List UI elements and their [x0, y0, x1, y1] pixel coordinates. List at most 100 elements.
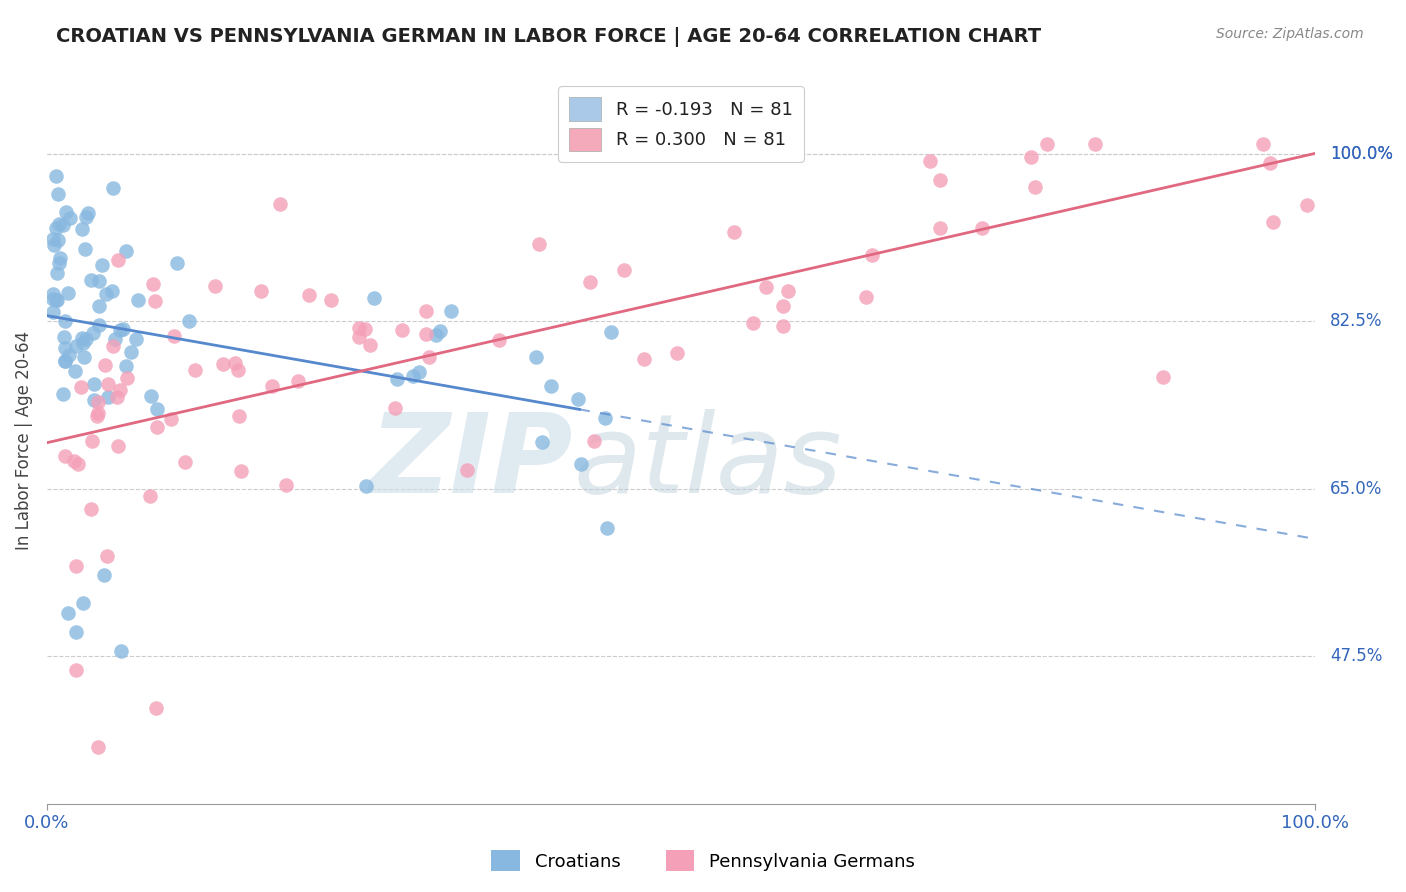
Point [87, 274, 110, 288]
Point [163, 328, 186, 343]
Point [58, 606, 80, 620]
Point [359, 338, 381, 352]
Point [127, 293, 149, 307]
Point [115, 244, 138, 258]
Point [456, 463, 478, 477]
Point [107, 253, 129, 268]
Point [83, 377, 105, 392]
Point [70, 380, 93, 394]
Point [929, 221, 952, 235]
Point [269, 196, 291, 211]
Point [145, 701, 167, 715]
Point [42, 287, 65, 301]
Point [755, 280, 778, 294]
Point [384, 401, 406, 415]
Point [599, 325, 621, 339]
Point [391, 323, 413, 337]
Point [124, 332, 146, 346]
Point [408, 365, 430, 379]
Point [146, 401, 169, 416]
Point [77, 206, 100, 220]
Point [177, 314, 200, 328]
Point [142, 277, 165, 292]
Text: atlas: atlas [574, 409, 842, 516]
Point [540, 379, 562, 393]
Point [48, 217, 70, 231]
Point [415, 304, 437, 318]
Point [918, 154, 941, 169]
Point [86, 409, 108, 423]
Text: 100.0%: 100.0% [1330, 145, 1393, 163]
Point [970, 220, 993, 235]
Point [70, 331, 93, 345]
Point [44, 221, 66, 235]
Point [440, 304, 463, 318]
Point [62, 454, 84, 468]
Point [356, 479, 378, 493]
Point [53, 354, 76, 368]
Point [52, 387, 75, 401]
Legend: Croatians, Pennsylvania Germans: Croatians, Pennsylvania Germans [484, 843, 922, 879]
Point [613, 262, 636, 277]
Point [1152, 369, 1174, 384]
Point [80, 434, 103, 449]
Point [1251, 137, 1274, 152]
Point [65, 558, 87, 573]
Point [107, 439, 129, 453]
Point [70, 222, 93, 236]
Point [115, 371, 138, 385]
Legend: R = -0.193   N = 81, R = 0.300   N = 81: R = -0.193 N = 81, R = 0.300 N = 81 [558, 87, 804, 161]
Point [46, 266, 69, 280]
Point [262, 379, 284, 393]
Point [274, 478, 297, 492]
Point [287, 374, 309, 388]
Point [65, 364, 87, 378]
Point [174, 455, 197, 469]
Point [524, 350, 547, 364]
Point [596, 521, 619, 535]
Point [347, 321, 370, 335]
Point [48, 256, 70, 270]
Point [45, 169, 67, 183]
Point [53, 330, 76, 344]
Point [104, 332, 127, 346]
Point [855, 290, 877, 304]
Point [321, 293, 343, 307]
Point [46, 293, 69, 307]
Point [418, 350, 440, 364]
Y-axis label: In Labor Force | Age 20-64: In Labor Force | Age 20-64 [15, 331, 32, 550]
Point [527, 237, 550, 252]
Point [75, 332, 97, 346]
Point [1084, 137, 1107, 152]
Point [211, 357, 233, 371]
Point [224, 355, 246, 369]
Point [72, 596, 94, 610]
Point [298, 288, 321, 302]
Point [567, 392, 589, 406]
Point [108, 323, 131, 337]
Point [45, 293, 67, 307]
Text: 47.5%: 47.5% [1330, 647, 1382, 665]
Point [204, 278, 226, 293]
Point [91, 259, 114, 273]
Point [1024, 179, 1046, 194]
Point [582, 434, 605, 449]
Point [354, 322, 377, 336]
Point [108, 384, 131, 398]
Point [363, 291, 385, 305]
Point [166, 256, 188, 270]
Point [46, 187, 69, 202]
Point [42, 238, 65, 252]
Point [42, 232, 65, 246]
Point [666, 345, 689, 359]
Point [67, 457, 90, 471]
Point [80, 502, 103, 516]
Point [488, 333, 510, 347]
Text: Source: ZipAtlas.com: Source: ZipAtlas.com [1216, 27, 1364, 41]
Point [139, 389, 162, 403]
Point [55, 205, 77, 219]
Point [593, 411, 616, 425]
Point [75, 210, 97, 224]
Point [1035, 137, 1057, 152]
Point [1296, 198, 1319, 212]
